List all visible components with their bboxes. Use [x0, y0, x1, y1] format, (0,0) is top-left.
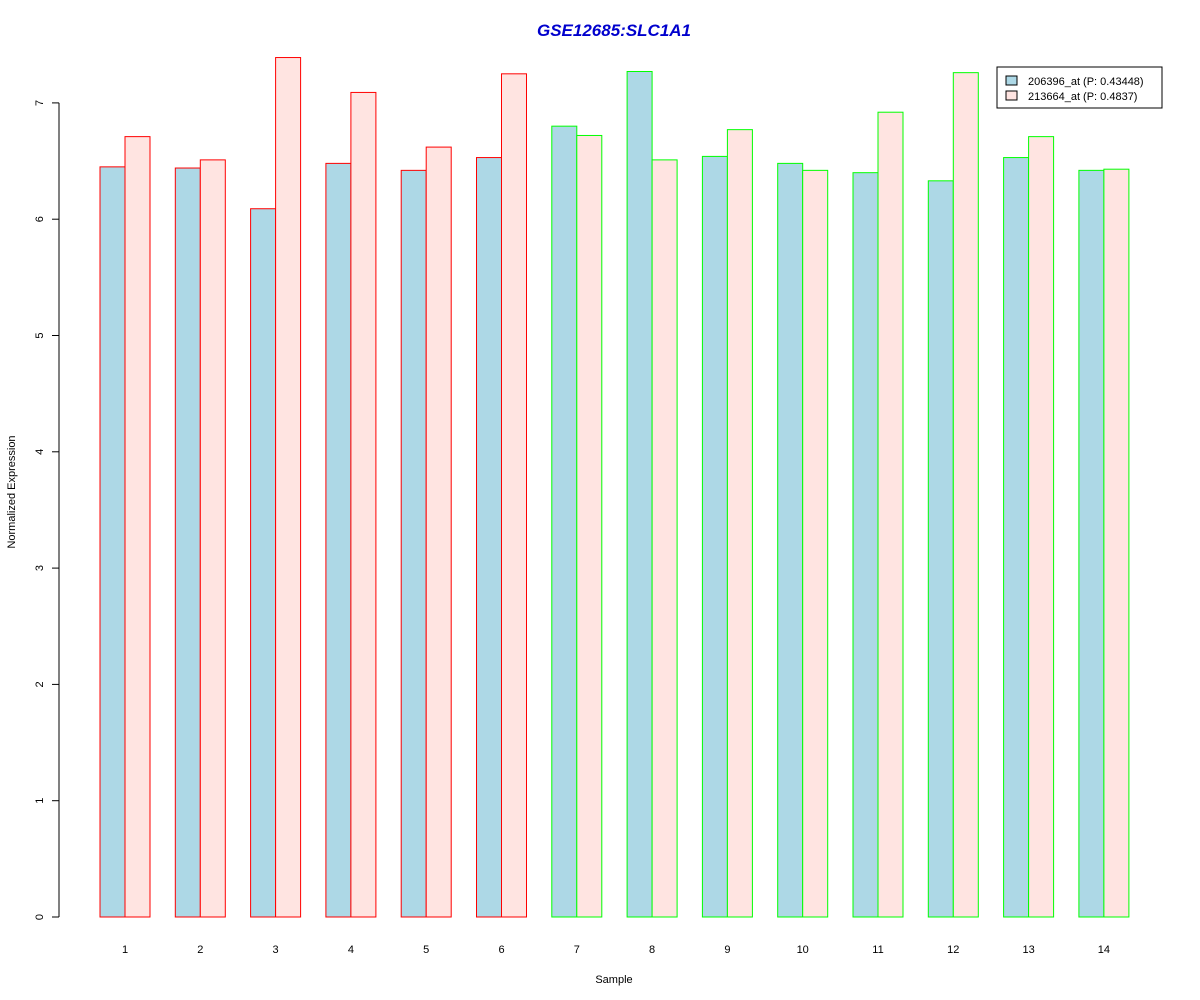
x-tick-label: 5 [423, 944, 429, 956]
bar-sample-5-series-2 [425, 146, 452, 918]
x-tick-label: 2 [197, 944, 203, 956]
x-axis-title: Sample [595, 974, 632, 986]
x-tick-label: 4 [348, 944, 354, 956]
y-tick-label: 6 [34, 216, 46, 222]
bar-sample-4-series-1 [325, 162, 352, 918]
bar-sample-10-series-2 [802, 169, 829, 918]
y-axis: 0 1 2 3 4 5 6 7 [34, 100, 60, 920]
bar-sample-1-series-1 [99, 166, 126, 918]
bar-sample-5-series-1 [400, 169, 427, 918]
bar-sample-2-series-1 [174, 167, 201, 918]
bar-sample-13-series-2 [1028, 136, 1055, 918]
bar-sample-1-series-2 [124, 136, 151, 918]
y-tick-label: 0 [34, 914, 46, 920]
y-tick-label: 2 [34, 681, 46, 687]
legend: 206396_at (P: 0.43448) 213664_at (P: 0.48… [996, 66, 1163, 109]
bar-sample-6-series-1 [476, 157, 502, 918]
bar-sample-7-series-1 [551, 125, 578, 918]
x-axis-labels: 1 2 3 4 5 6 7 8 9 10 11 12 13 14 [122, 944, 1110, 956]
legend-label: 206396_at (P: 0.43448) [1028, 76, 1144, 88]
y-axis-title: Normalized Expression [6, 435, 18, 548]
legend-swatch [1005, 90, 1018, 101]
bar-sample-4-series-2 [350, 91, 377, 918]
x-tick-label: 3 [273, 944, 279, 956]
y-tick-label: 1 [34, 798, 46, 804]
bar-sample-11-series-2 [877, 111, 904, 918]
bar-sample-8-series-2 [651, 159, 678, 918]
y-tick-label: 5 [34, 332, 46, 338]
bar-sample-14-series-1 [1078, 169, 1105, 918]
bar-sample-2-series-2 [199, 159, 226, 918]
bar-sample-3-series-2 [275, 57, 302, 918]
x-tick-label: 9 [724, 944, 730, 956]
x-tick-label: 7 [574, 944, 580, 956]
x-tick-label: 6 [498, 944, 504, 956]
y-tick-label: 3 [34, 565, 46, 571]
bar-sample-6-series-2 [501, 73, 527, 918]
bar-sample-9-series-2 [726, 129, 753, 918]
x-tick-label: 11 [872, 944, 883, 956]
bar-sample-12-series-1 [927, 180, 954, 918]
x-tick-label: 13 [1022, 944, 1034, 956]
y-tick-label: 7 [34, 100, 46, 106]
bar-sample-12-series-2 [952, 72, 979, 918]
bar-sample-9-series-1 [701, 155, 728, 918]
bar-sample-10-series-1 [777, 162, 804, 918]
x-tick-label: 10 [797, 944, 809, 956]
bar-sample-13-series-1 [1003, 157, 1030, 918]
x-tick-label: 12 [947, 944, 959, 956]
x-tick-label: 14 [1098, 944, 1110, 956]
chart-title: GSE12685:SLC1A1 [537, 21, 691, 40]
legend-label: 213664_at (P: 0.4837) [1028, 91, 1137, 103]
x-tick-label: 1 [122, 944, 128, 956]
bar-sample-7-series-2 [576, 134, 603, 918]
legend-box [996, 66, 1163, 109]
bar-sample-3-series-1 [250, 208, 277, 918]
bar-sample-11-series-1 [852, 172, 879, 918]
legend-swatch [1005, 75, 1018, 86]
bar-sample-14-series-2 [1103, 168, 1130, 918]
bars-layer [99, 57, 1130, 918]
bar-sample-8-series-1 [626, 70, 653, 918]
y-tick-label: 4 [34, 449, 46, 455]
x-tick-label: 8 [649, 944, 655, 956]
